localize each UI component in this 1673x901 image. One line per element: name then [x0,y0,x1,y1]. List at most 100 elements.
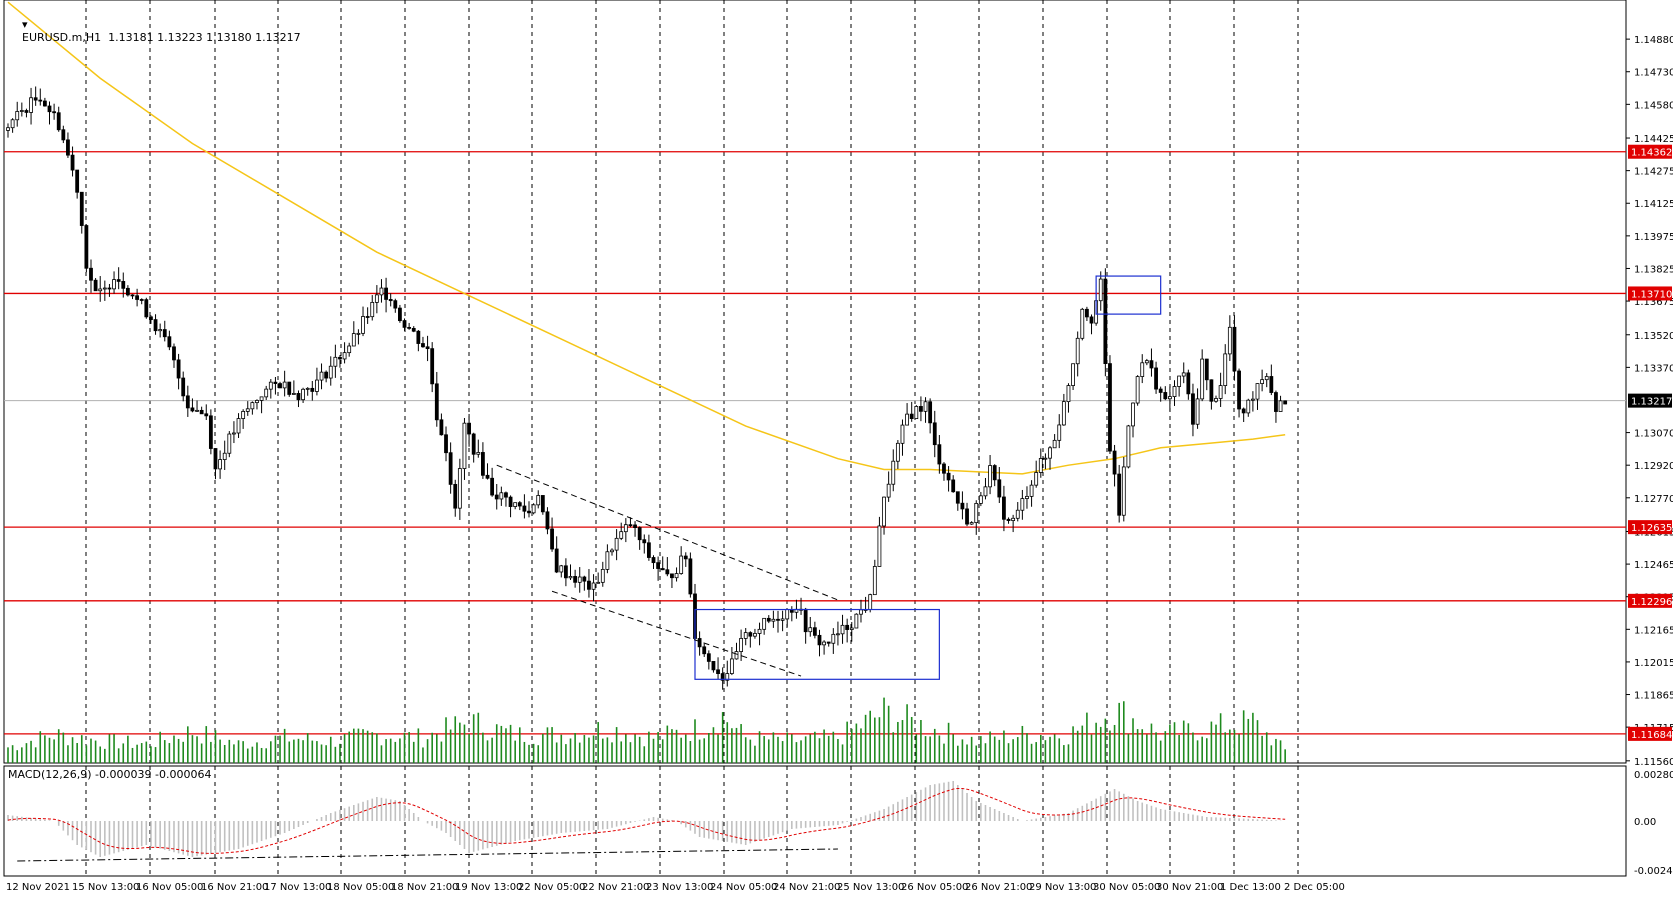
candle-body [992,465,997,481]
x-tick-label: 16 Nov 21:00 [201,882,268,893]
candle-body [651,557,656,564]
moving-average [7,1,1286,475]
candle-body [1149,360,1154,369]
candle-body [398,307,402,322]
y-tick-label: 1.13975 [1634,232,1673,243]
candle-body [826,641,831,644]
candle-body [1057,424,1062,441]
candle-body [130,294,135,297]
candle-body [1034,472,1039,486]
candle-body [1140,362,1145,377]
candle-body [356,332,361,335]
candle-body [886,483,891,498]
candle-body [6,127,10,131]
candle-body [845,624,850,630]
candle-body [504,492,508,498]
candle-body [144,299,149,318]
candle-body [587,580,591,590]
candle-body [619,531,624,539]
candle-body [660,568,665,571]
candle-body [494,494,499,500]
candle-body [1191,393,1195,425]
candle-body [167,336,172,348]
candle-body [374,294,379,303]
candle-body [522,505,527,512]
candle-body [47,105,52,113]
y-tick-label: 1.14425 [1634,134,1673,145]
candle-body [425,346,430,350]
candle-body [384,287,388,300]
level-price-badge [1628,286,1672,301]
macd-signal-line [7,787,1286,854]
candle-body [895,442,900,462]
candle-body [1241,408,1246,414]
candle-body [453,483,458,509]
candle-body [1283,400,1288,405]
candle-body [771,618,776,622]
candle-body [734,651,739,660]
candle-body [213,448,218,470]
candle-body [573,576,578,583]
y-tick-label: 1.12770 [1634,494,1673,505]
candle-body [743,632,748,639]
candle-body [273,381,278,384]
trend-line [551,590,802,677]
y-tick-label: 1.13370 [1634,363,1673,374]
candle-body [577,576,582,583]
candle-body [946,472,951,481]
candle-body [370,301,375,318]
y-tick-label: 1.14580 [1634,100,1673,111]
candle-body [430,348,435,385]
candle-body [232,432,236,435]
candle-body [153,319,158,332]
candle-body [531,504,536,514]
candle-body [605,551,610,570]
candle-body [591,582,596,590]
candle-body [891,460,896,485]
level-price-label: 1.13710 [1631,289,1672,300]
candle-body [195,409,199,412]
macd-tick-label: 0.00 [1634,817,1656,828]
macd-panel [7,781,1286,862]
candle-body [540,495,545,513]
candle-body [1264,376,1269,381]
candle-body [1227,326,1232,355]
candle-body [407,326,412,329]
candle-body [1126,425,1131,468]
candle-body [914,406,919,420]
x-tick-label: 25 Nov 13:00 [837,882,904,893]
dropdown-triangle-icon[interactable]: ▾ [22,18,28,31]
candle-body [1029,484,1034,497]
candle-body [1186,372,1191,395]
candle-body [181,377,186,397]
candle-body [75,169,80,193]
candle-body [1172,386,1177,397]
candle-body [882,496,886,527]
symbol-info: ▾ EURUSD.m,H1 1.13181 1.13223 1.13180 1.… [8,5,301,57]
candle-body [1080,308,1085,339]
candle-body [683,555,688,560]
annotations [496,275,1162,680]
candle-body [379,287,384,296]
candle-body [1098,278,1103,302]
candle-body [342,352,347,360]
candle-body [983,486,988,497]
candle-body [637,527,642,541]
candle-body [960,502,965,510]
candle-body [679,555,684,574]
candle-body [481,452,485,476]
candle-body [729,658,734,674]
candle-body [978,495,983,504]
candle-body [900,424,905,444]
price-axis: 1.14880 1.14730 1.14580 1.14425 1.14275 1.141… [1626,35,1673,877]
candle-body [245,408,250,412]
candle-body [365,316,370,318]
current-price-badge [1628,393,1672,408]
candle-body [628,524,633,527]
candle-body [656,562,661,569]
candle-body [1052,439,1057,449]
candle-body [1214,398,1218,402]
candle-body [29,97,33,113]
candle-body [928,401,933,424]
